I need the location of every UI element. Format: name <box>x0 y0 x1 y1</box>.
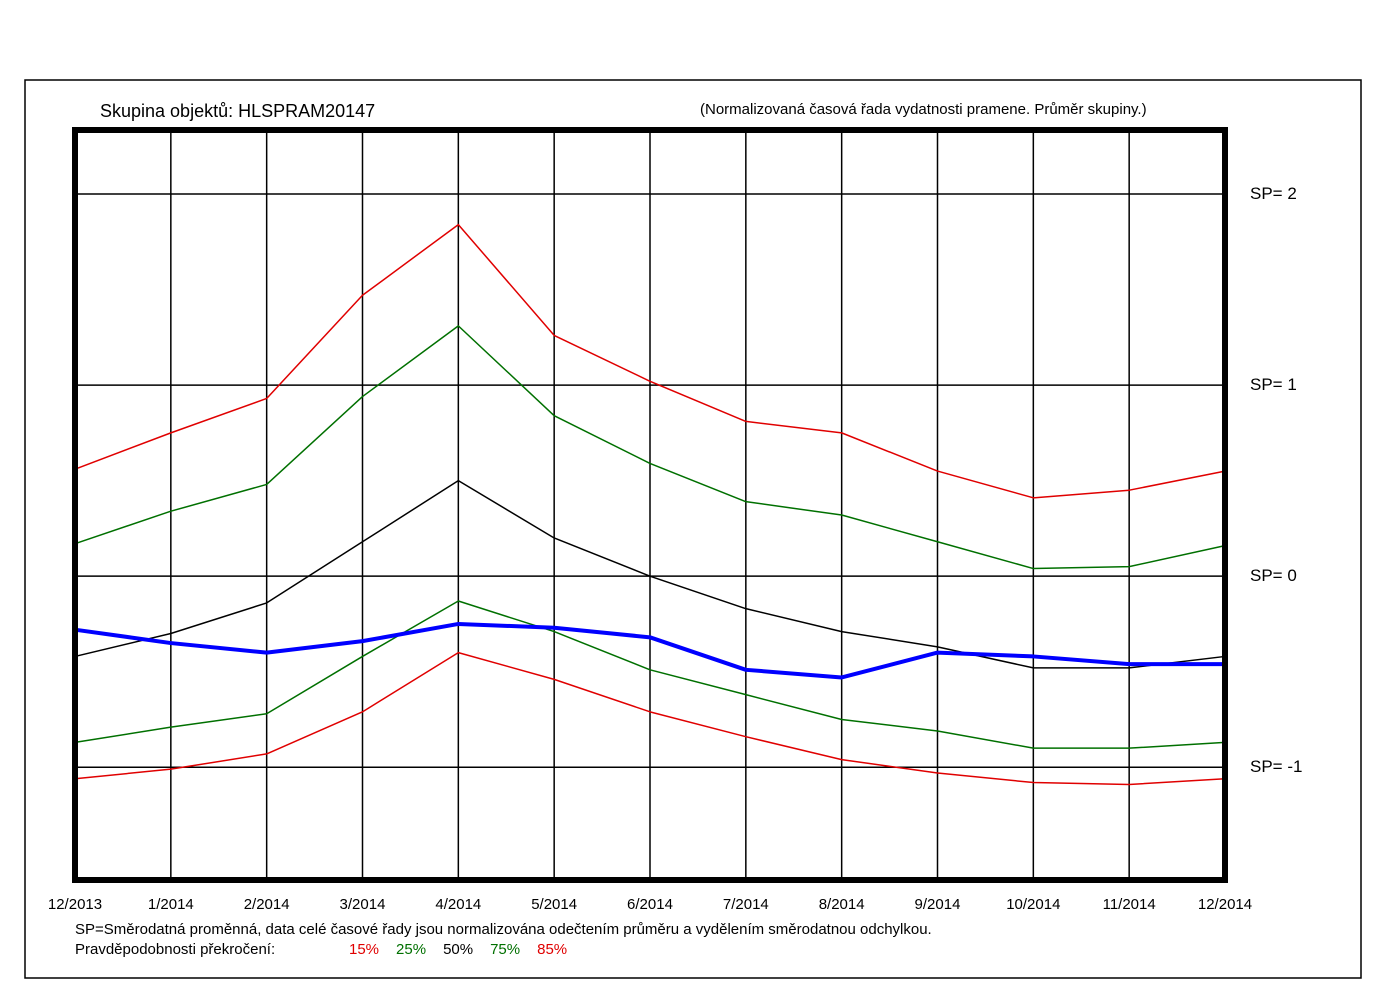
x-tick-label: 12/2014 <box>1197 896 1253 913</box>
legend-label: Pravděpodobnosti překročení: <box>75 941 276 958</box>
x-tick-label: 4/2014 <box>435 896 482 913</box>
x-tick-label: 9/2014 <box>914 896 961 913</box>
series-line-15 <box>74 223 1226 499</box>
y-tick-label: SP= -1 <box>1250 757 1303 777</box>
legend: 15% 25% 50% 75% 85% <box>349 941 584 958</box>
outer-frame <box>24 79 1362 979</box>
legend-item: 85% <box>537 941 568 958</box>
series-line-prmrskupiny <box>74 621 1225 680</box>
y-tick-label: SP= 1 <box>1250 375 1297 395</box>
x-tick-label: 1/2014 <box>147 896 194 913</box>
series-line-85 <box>74 651 1226 786</box>
chart-subtitle: (Normalizovaná časová řada vydatnosti pr… <box>700 101 1147 118</box>
y-tick-label: SP= 2 <box>1250 184 1297 203</box>
series-line-50 <box>74 479 1226 669</box>
y-tick-label: SP= 0 <box>1250 566 1297 586</box>
x-tick-label: 5/2014 <box>531 896 578 913</box>
x-tick-label: 7/2014 <box>722 896 769 913</box>
x-tick-label: 2/2014 <box>243 896 290 913</box>
x-tick-label: 3/2014 <box>339 896 386 913</box>
legend-item: 25% <box>396 941 427 958</box>
x-tick-label: 11/2014 <box>1102 896 1156 913</box>
series-line-75 <box>74 600 1226 749</box>
legend-item: 15% <box>349 941 380 958</box>
footnote: SP=Směrodatná proměnná, data celé časové… <box>75 921 932 938</box>
series-line-25 <box>74 325 1226 570</box>
chart-title: Skupina objektů: HLSPRAM20147 <box>100 101 376 121</box>
legend-item: 75% <box>490 941 521 958</box>
legend-item: 50% <box>443 941 474 958</box>
x-tick-label: 10/2014 <box>1006 896 1061 913</box>
x-tick-label: 8/2014 <box>818 896 865 913</box>
x-tick-label: 6/2014 <box>627 896 673 913</box>
x-tick-label: 12/2013 <box>47 896 103 913</box>
plot-border <box>72 127 1228 883</box>
